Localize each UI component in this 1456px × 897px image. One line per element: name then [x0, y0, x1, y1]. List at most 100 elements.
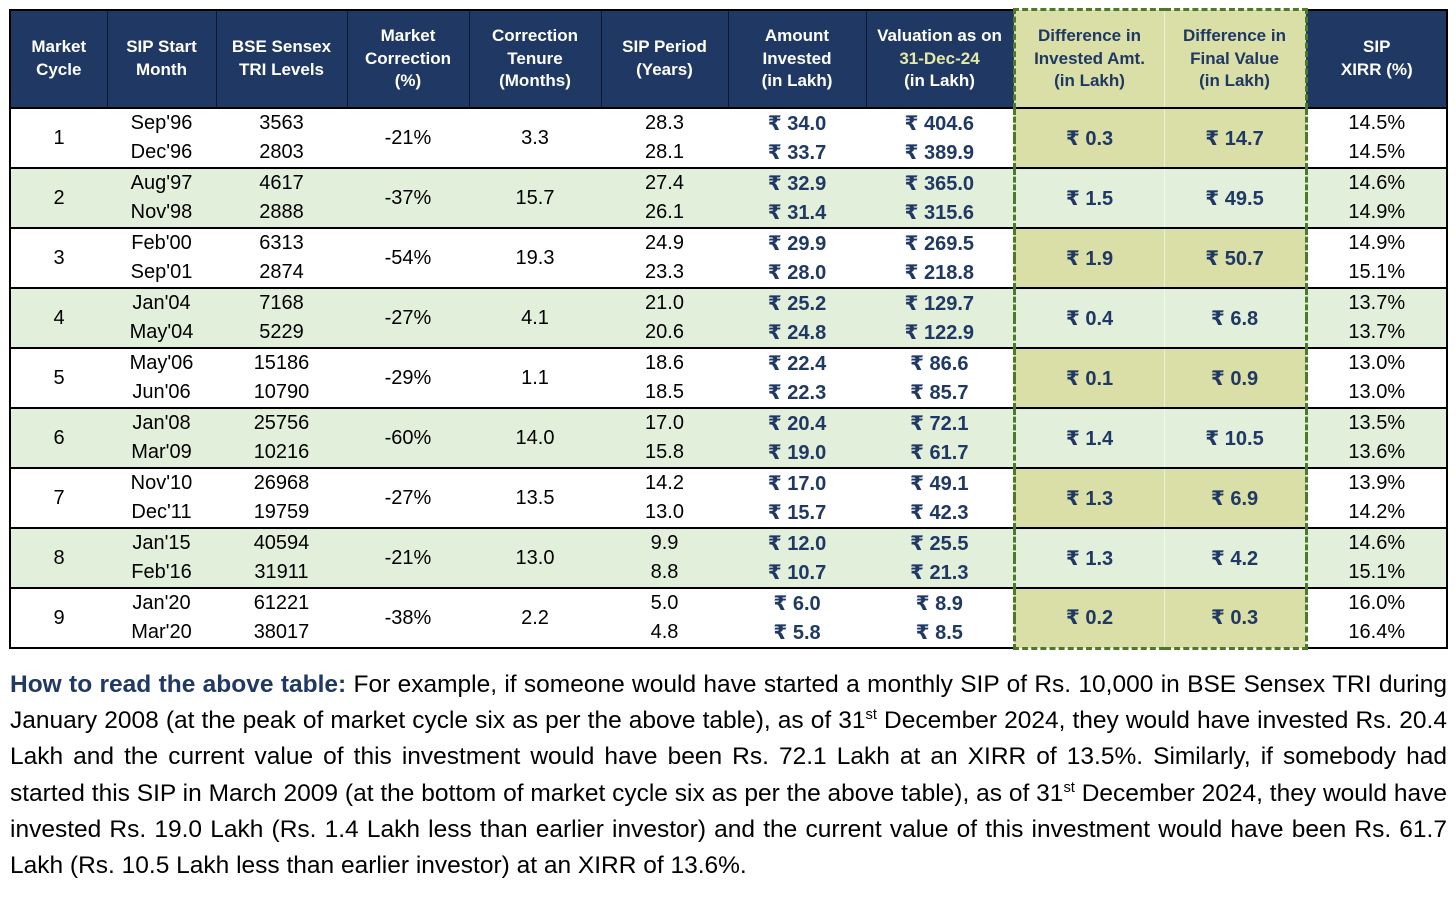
- market-cycle-cell: 7: [10, 467, 107, 528]
- header-diff-invested: Difference in Invested Amt. (in Lakh): [1012, 8, 1164, 109]
- market-correction-cell: -38%: [347, 587, 469, 648]
- correction-tenure-cell: 13.0: [469, 527, 601, 588]
- sip-start-month-cell: Mar'09: [107, 438, 216, 468]
- diff-invested-cell: ₹ 1.5: [1012, 167, 1164, 228]
- valuation-cell: ₹ 85.7: [866, 378, 1014, 408]
- sip-start-month-cell: Sep'01: [107, 258, 216, 288]
- diff-invested-cell: ₹ 0.3: [1012, 107, 1164, 168]
- header-market-cycle: Market Cycle: [10, 9, 107, 109]
- sip-period-cell: 18.6: [601, 347, 728, 378]
- amount-invested-cell: ₹ 12.0: [728, 527, 866, 558]
- valuation-cell: ₹ 8.9: [866, 587, 1014, 618]
- table-row: Sep'01 2874 23.3 ₹ 28.0 ₹ 218.8 15.1%: [10, 258, 1447, 288]
- table-row: 7 Nov'10 26968 -27% 13.5 14.2 ₹ 17.0 ₹ 4…: [10, 467, 1447, 528]
- diff-invested-cell: ₹ 1.9: [1012, 227, 1164, 288]
- diff-invested-cell: ₹ 1.3: [1012, 467, 1164, 528]
- tri-level-cell: 61221: [216, 587, 347, 618]
- sip-start-month-cell: Jan'04: [107, 287, 216, 318]
- table-row: 4 Jan'04 7168 -27% 4.1 21.0 ₹ 25.2 ₹ 129…: [10, 287, 1447, 348]
- diff-final-cell: ₹ 0.9: [1163, 347, 1308, 408]
- valuation-cell: ₹ 129.7: [866, 287, 1014, 318]
- table-row: 1 Sep'96 3563 -21% 3.3 28.3 ₹ 34.0 ₹ 404…: [10, 107, 1447, 168]
- diff-invested-cell: ₹ 1.3: [1012, 527, 1164, 588]
- sip-start-month-cell: Jan'20: [107, 587, 216, 618]
- diff-final-cell: ₹ 6.9: [1163, 467, 1308, 528]
- diff-final-cell: ₹ 6.8: [1163, 287, 1308, 348]
- market-correction-cell: -37%: [347, 167, 469, 228]
- amount-invested-cell: ₹ 29.9: [728, 227, 866, 258]
- sip-period-cell: 18.5: [601, 378, 728, 408]
- diff-final-cell: ₹ 50.7: [1163, 227, 1308, 288]
- table-row: Mar'20 38017 4.8 ₹ 5.8 ₹ 8.5 16.4%: [10, 618, 1447, 648]
- table-row: 8 Jan'15 40594 -21% 13.0 9.9 ₹ 12.0 ₹ 25…: [10, 527, 1447, 588]
- sip-period-cell: 4.8: [601, 618, 728, 648]
- sip-period-cell: 9.9: [601, 527, 728, 558]
- sip-period-cell: 8.8: [601, 558, 728, 588]
- table-row: Dec'11 19759 13.0 ₹ 15.7 ₹ 42.3 14.2%: [10, 498, 1447, 528]
- header-amount-invested: Amount Invested (in Lakh): [727, 9, 866, 109]
- market-cycle-cell: 6: [10, 407, 107, 468]
- note-lead: How to read the above table:: [10, 670, 347, 698]
- amount-invested-cell: ₹ 10.7: [728, 558, 866, 588]
- sip-start-month-cell: May'06: [107, 347, 216, 378]
- xirr-cell: 13.0%: [1306, 347, 1447, 378]
- sip-start-month-cell: Mar'20: [107, 618, 216, 648]
- valuation-cell: ₹ 122.9: [866, 318, 1014, 348]
- valuation-cell: ₹ 269.5: [866, 227, 1014, 258]
- sip-start-month-cell: Sep'96: [107, 107, 216, 138]
- diff-final-cell: ₹ 14.7: [1163, 107, 1308, 168]
- sip-period-cell: 27.4: [601, 167, 728, 198]
- header-sip-period: SIP Period (Years): [600, 9, 728, 109]
- valuation-cell: ₹ 61.7: [866, 438, 1014, 468]
- diff-final-cell: ₹ 0.3: [1163, 587, 1308, 650]
- valuation-date-highlight: 31-Dec-24: [899, 48, 980, 68]
- sip-start-month-cell: Feb'00: [107, 227, 216, 258]
- xirr-cell: 14.9%: [1306, 227, 1447, 258]
- sip-period-cell: 13.0: [601, 498, 728, 528]
- tri-level-cell: 2803: [216, 138, 347, 168]
- market-cycle-cell: 4: [10, 287, 107, 348]
- correction-tenure-cell: 4.1: [469, 287, 601, 348]
- diff-invested-cell: ₹ 1.4: [1012, 407, 1164, 468]
- note-text: December 2024, they would have invested …: [10, 779, 1447, 880]
- correction-tenure-cell: 14.0: [469, 407, 601, 468]
- amount-invested-cell: ₹ 24.8: [728, 318, 866, 348]
- amount-invested-cell: ₹ 25.2: [728, 287, 866, 318]
- amount-invested-cell: ₹ 33.7: [728, 138, 866, 168]
- valuation-cell: ₹ 315.6: [866, 198, 1014, 228]
- sip-start-month-cell: Nov'98: [107, 198, 216, 228]
- market-correction-cell: -27%: [347, 467, 469, 528]
- table-row: 5 May'06 15186 -29% 1.1 18.6 ₹ 22.4 ₹ 86…: [10, 347, 1447, 408]
- table-row: Jun'06 10790 18.5 ₹ 22.3 ₹ 85.7 13.0%: [10, 378, 1447, 408]
- sip-start-month-cell: May'04: [107, 318, 216, 348]
- tri-level-cell: 4617: [216, 167, 347, 198]
- xirr-cell: 13.9%: [1306, 467, 1447, 498]
- diff-invested-cell: ₹ 0.2: [1012, 587, 1164, 650]
- tri-level-cell: 6313: [216, 227, 347, 258]
- tri-level-cell: 2874: [216, 258, 347, 288]
- correction-tenure-cell: 2.2: [469, 587, 601, 648]
- valuation-cell: ₹ 21.3: [866, 558, 1014, 588]
- sip-period-cell: 14.2: [601, 467, 728, 498]
- header-bse-tri-levels: BSE Sensex TRI Levels: [215, 9, 347, 109]
- amount-invested-cell: ₹ 31.4: [728, 198, 866, 228]
- amount-invested-cell: ₹ 28.0: [728, 258, 866, 288]
- market-correction-cell: -60%: [347, 407, 469, 468]
- header-valuation: Valuation as on 31-Dec-24 (in Lakh): [865, 9, 1014, 109]
- amount-invested-cell: ₹ 22.4: [728, 347, 866, 378]
- table-header: Market Cycle SIP Start Month BSE Sensex TRI…: [10, 8, 1447, 109]
- sip-period-cell: 24.9: [601, 227, 728, 258]
- header-sip-start-month: SIP Start Month: [106, 9, 216, 109]
- note-text: For example, if someone would have start…: [10, 670, 1447, 734]
- xirr-cell: 14.5%: [1306, 107, 1447, 138]
- sip-period-cell: 28.3: [601, 107, 728, 138]
- valuation-cell: ₹ 365.0: [866, 167, 1014, 198]
- sip-start-month-cell: Nov'10: [107, 467, 216, 498]
- table-row: 9 Jan'20 61221 -38% 2.2 5.0 ₹ 6.0 ₹ 8.9 …: [10, 587, 1447, 650]
- xirr-cell: 16.4%: [1306, 618, 1447, 648]
- diff-final-cell: ₹ 10.5: [1163, 407, 1308, 468]
- xirr-cell: 14.6%: [1306, 167, 1447, 198]
- valuation-cell: ₹ 49.1: [866, 467, 1014, 498]
- table-row: Dec'96 2803 28.1 ₹ 33.7 ₹ 389.9 14.5%: [10, 138, 1447, 168]
